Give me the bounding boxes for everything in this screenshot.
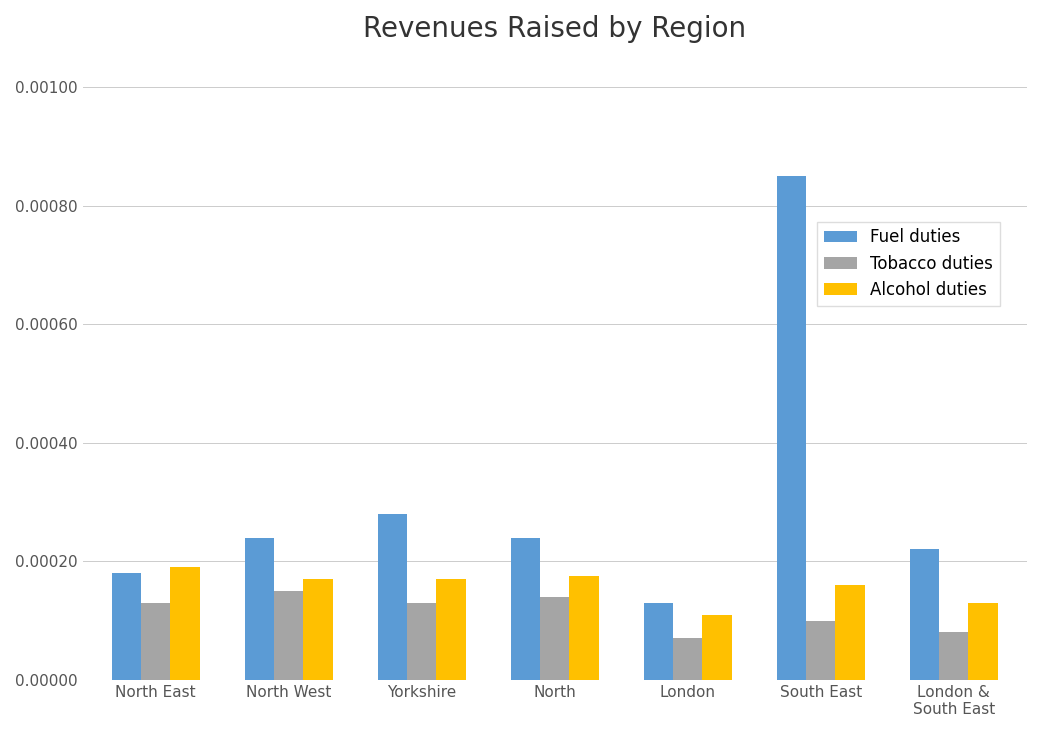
Title: Revenues Raised by Region: Revenues Raised by Region (364, 15, 746, 43)
Bar (836, 585, 865, 680)
Bar (807, 621, 836, 680)
Bar (939, 632, 968, 680)
Legend: Fuel duties, Tobacco duties, Alcohol duties: Fuel duties, Tobacco duties, Alcohol dut… (817, 222, 999, 306)
Bar (702, 615, 731, 680)
Bar (141, 602, 171, 680)
Bar (644, 602, 673, 680)
Bar (910, 550, 939, 680)
Bar (569, 576, 599, 680)
Bar (511, 537, 540, 680)
Bar (673, 638, 702, 680)
Bar (245, 537, 274, 680)
Bar (274, 591, 303, 680)
Bar (777, 176, 807, 680)
Bar (378, 514, 407, 680)
Bar (407, 602, 437, 680)
Bar (303, 579, 332, 680)
Bar (111, 573, 141, 680)
Bar (968, 602, 998, 680)
Bar (171, 567, 200, 680)
Bar (540, 597, 569, 680)
Bar (437, 579, 466, 680)
